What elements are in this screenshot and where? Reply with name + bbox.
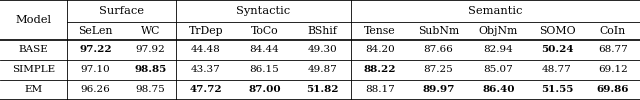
Text: Model: Model: [15, 15, 51, 25]
Text: EM: EM: [24, 86, 42, 94]
Text: 87.25: 87.25: [424, 66, 453, 74]
Text: 68.77: 68.77: [598, 46, 628, 54]
Text: 69.12: 69.12: [598, 66, 628, 74]
Text: 88.17: 88.17: [365, 86, 395, 94]
Text: Tense: Tense: [364, 26, 396, 36]
Text: 84.20: 84.20: [365, 46, 395, 54]
Text: 47.72: 47.72: [189, 86, 222, 94]
Text: 43.37: 43.37: [191, 66, 221, 74]
Text: BShif: BShif: [307, 26, 337, 36]
Text: 98.75: 98.75: [135, 86, 165, 94]
Text: 96.26: 96.26: [81, 86, 111, 94]
Text: 87.00: 87.00: [248, 86, 281, 94]
Text: 88.22: 88.22: [364, 66, 396, 74]
Text: Semantic: Semantic: [468, 6, 523, 16]
Text: 50.24: 50.24: [541, 46, 573, 54]
Text: 97.92: 97.92: [135, 46, 165, 54]
Text: SubNm: SubNm: [418, 26, 459, 36]
Text: 51.82: 51.82: [306, 86, 339, 94]
Text: Syntactic: Syntactic: [236, 6, 291, 16]
Text: 86.40: 86.40: [482, 86, 515, 94]
Text: 49.30: 49.30: [307, 46, 337, 54]
Text: 82.94: 82.94: [483, 46, 513, 54]
Text: ObjNm: ObjNm: [479, 26, 518, 36]
Text: 97.10: 97.10: [81, 66, 111, 74]
Text: 98.85: 98.85: [134, 66, 166, 74]
Text: 44.48: 44.48: [191, 46, 221, 54]
Text: SeLen: SeLen: [79, 26, 113, 36]
Text: BASE: BASE: [19, 46, 48, 54]
Text: 48.77: 48.77: [542, 66, 572, 74]
Text: 49.87: 49.87: [307, 66, 337, 74]
Text: 85.07: 85.07: [483, 66, 513, 74]
Text: WC: WC: [140, 26, 160, 36]
Text: 69.86: 69.86: [596, 86, 629, 94]
Text: CoIn: CoIn: [600, 26, 626, 36]
Text: 51.55: 51.55: [541, 86, 573, 94]
Text: ToCo: ToCo: [251, 26, 278, 36]
Text: 97.22: 97.22: [79, 46, 112, 54]
Text: SOMO: SOMO: [539, 26, 575, 36]
Text: 89.97: 89.97: [422, 86, 454, 94]
Text: 86.15: 86.15: [250, 66, 279, 74]
Text: Surface: Surface: [99, 6, 144, 16]
Text: 87.66: 87.66: [424, 46, 453, 54]
Text: TrDep: TrDep: [188, 26, 223, 36]
Text: 84.44: 84.44: [250, 46, 279, 54]
Text: SIMPLE: SIMPLE: [12, 66, 55, 74]
